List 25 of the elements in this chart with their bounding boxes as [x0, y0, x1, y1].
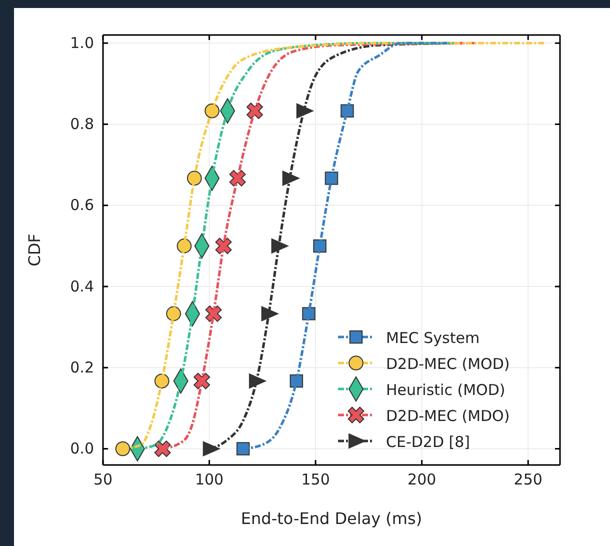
- point: [215, 238, 232, 254]
- point: [302, 307, 316, 320]
- y-tick-label: 0.8: [70, 115, 94, 134]
- y-axis-title: CDF: [25, 234, 44, 266]
- x-tick-label: 50: [93, 470, 113, 489]
- point: [115, 441, 130, 456]
- legend-label: D2D-MEC (MDO): [386, 407, 510, 425]
- y-tick-label: 0.6: [70, 196, 94, 214]
- x-tick-label: 150: [301, 470, 330, 489]
- legend-label: Heuristic (MOD): [386, 381, 506, 399]
- y-tick-label: 0.0: [70, 440, 94, 458]
- legend-label: MEC System: [386, 329, 480, 347]
- x-tick-label: 250: [514, 470, 542, 489]
- legend-label: CE-D2D [8]: [386, 433, 470, 451]
- point: [236, 442, 250, 456]
- point: [205, 305, 222, 322]
- y-tick-label: 0.4: [70, 277, 94, 296]
- y-tick-label: 0.2: [70, 358, 94, 376]
- x-tick-label: 100: [194, 470, 224, 489]
- point: [154, 440, 171, 458]
- legend-label: D2D-MEC (MOD): [386, 355, 510, 373]
- x-axis-title: End-to-End Delay (ms): [240, 509, 422, 528]
- point: [340, 104, 354, 118]
- y-tick-label: 1.0: [70, 34, 94, 52]
- x-tick-label: 200: [408, 470, 436, 489]
